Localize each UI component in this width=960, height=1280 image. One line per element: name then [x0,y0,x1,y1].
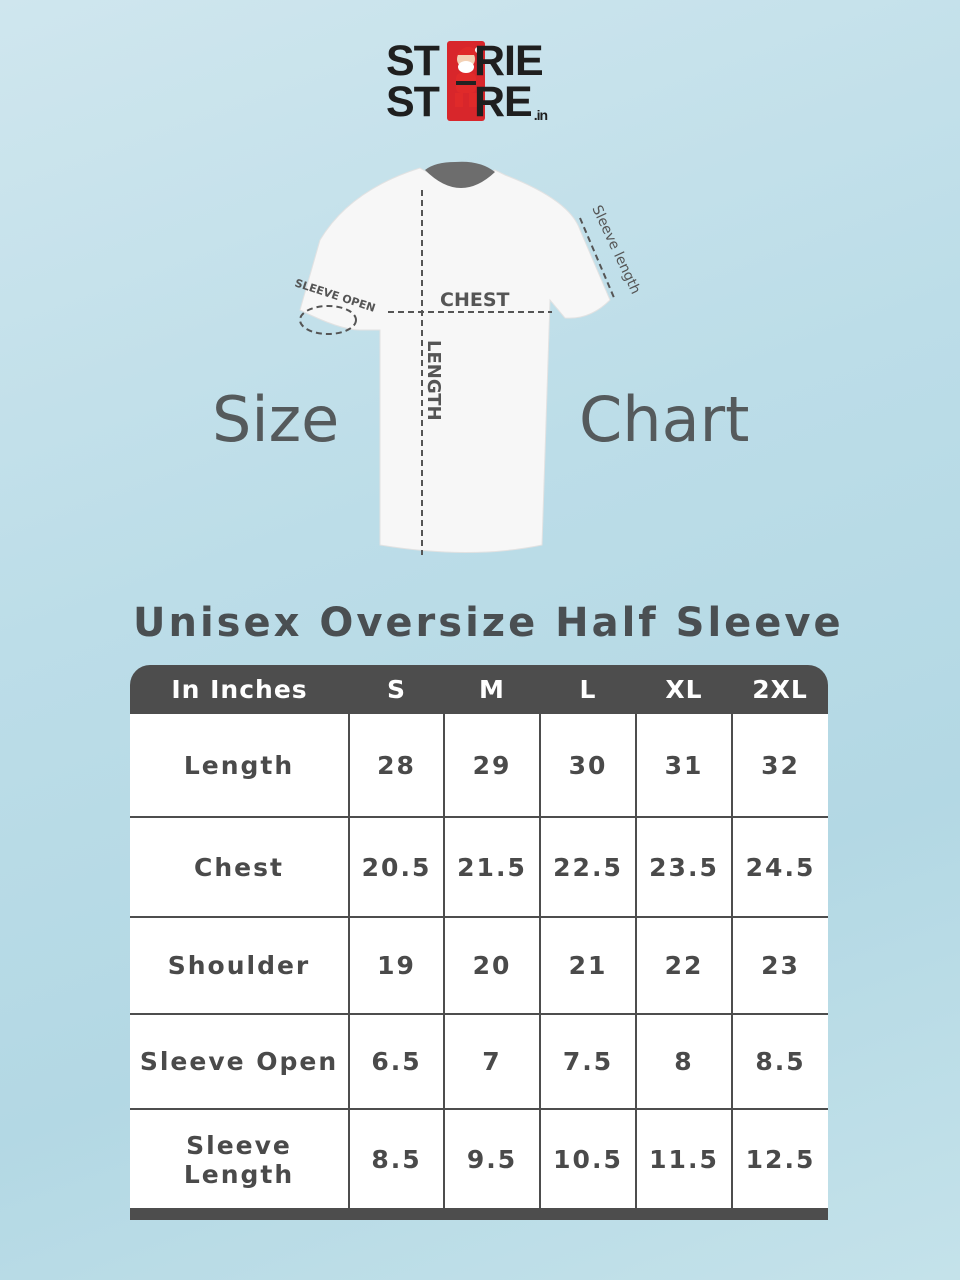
size-value: 22.5 [539,816,637,918]
logo-suffix: .in [533,107,548,123]
header-cell: In Inches [130,665,349,714]
size-value: 28 [348,714,445,818]
header-cell: 2XL [732,665,828,714]
size-value: 23 [731,916,828,1015]
row-label: Sleeve Open [130,1013,350,1110]
size-value: 20 [443,916,541,1015]
product-title: Unisex Oversize Half Sleeve [133,600,844,646]
size-table: In Inches S M L XL 2XL Length 28 29 30 31 32 C… [130,665,828,1211]
size-value: 30 [539,714,637,818]
row-label: Shoulder [130,916,350,1015]
measurement-arrows [299,190,616,555]
chest-label: CHEST [440,289,510,311]
logo-text: ST [386,37,440,85]
table-header: In Inches S M L XL 2XL [130,665,828,714]
table-row: Sleeve Open 6.5 7 7.5 8 8.5 [130,1013,828,1110]
brand-logo: ST RIE ST RE .in [386,40,576,124]
size-value: 11.5 [635,1108,733,1211]
size-value: 9.5 [443,1108,541,1211]
size-value: 31 [635,714,733,818]
table-row: Chest 20.5 21.5 22.5 23.5 24.5 [130,816,828,918]
header-cell: S [349,665,444,714]
size-word: Size [212,383,340,456]
logo-text: ST [386,78,440,126]
size-value: 29 [443,714,541,818]
size-value: 7 [443,1013,541,1110]
size-value: 8 [635,1013,733,1110]
santa-mascot-logo [447,41,485,121]
size-value: 22 [635,916,733,1015]
size-value: 24.5 [731,816,828,918]
header-cell: M [444,665,540,714]
logo-text: RIE [473,37,544,85]
row-label: Length [130,714,350,818]
size-value: 6.5 [348,1013,445,1110]
size-value: 23.5 [635,816,733,918]
table-bottom-bar [130,1208,828,1220]
table-row: Sleeve Length 8.5 9.5 10.5 11.5 12.5 [130,1108,828,1211]
length-label: LENGTH [423,340,444,421]
size-value: 8.5 [348,1108,445,1211]
table-row: Length 28 29 30 31 32 [130,714,828,818]
size-value: 32 [731,714,828,818]
size-value: 7.5 [539,1013,637,1110]
size-value: 21 [539,916,637,1015]
size-value: 19 [348,916,445,1015]
logo-text: RE [473,78,533,126]
size-value: 12.5 [731,1108,828,1211]
header-cell: XL [636,665,732,714]
table-row: Shoulder 19 20 21 22 23 [130,916,828,1015]
size-value: 8.5 [731,1013,828,1110]
tshirt-illustration: CHEST LENGTH SLEEVE OPEN Sleeve length [293,161,643,555]
size-value: 10.5 [539,1108,637,1211]
row-label: Sleeve Length [130,1108,350,1211]
chart-word: Chart [579,383,750,456]
santa-icon [455,46,481,107]
size-value: 20.5 [348,816,445,918]
header-cell: L [540,665,636,714]
size-value: 21.5 [443,816,541,918]
row-label: Chest [130,816,350,918]
